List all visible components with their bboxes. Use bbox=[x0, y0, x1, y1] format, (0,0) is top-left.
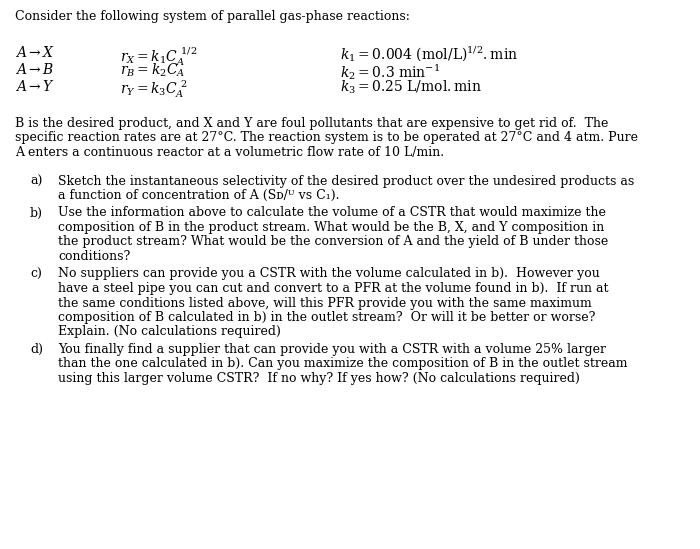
Text: c): c) bbox=[30, 267, 42, 281]
Text: specific reaction rates are at 27°C. The reaction system is to be operated at 27: specific reaction rates are at 27°C. The… bbox=[15, 132, 638, 144]
Text: composition of B calculated in b) in the outlet stream?  Or will it be better or: composition of B calculated in b) in the… bbox=[58, 311, 596, 324]
Text: $k_3 = 0.25\ \mathrm{L/mol.min}$: $k_3 = 0.25\ \mathrm{L/mol.min}$ bbox=[340, 79, 482, 97]
Text: d): d) bbox=[30, 343, 43, 356]
Text: Sketch the instantaneous selectivity of the desired product over the undesired p: Sketch the instantaneous selectivity of … bbox=[58, 175, 634, 188]
Text: B is the desired product, and X and Y are foul pollutants that are expensive to : B is the desired product, and X and Y ar… bbox=[15, 117, 608, 130]
Text: A enters a continuous reactor at a volumetric flow rate of 10 L/min.: A enters a continuous reactor at a volum… bbox=[15, 146, 444, 159]
Text: Use the information above to calculate the volume of a CSTR that would maximize : Use the information above to calculate t… bbox=[58, 206, 606, 220]
Text: using this larger volume CSTR?  If no why? If yes how? (No calculations required: using this larger volume CSTR? If no why… bbox=[58, 372, 580, 385]
Text: $A \rightarrow B$: $A \rightarrow B$ bbox=[15, 62, 55, 77]
Text: a function of concentration of A (Sᴅ/ᵁ vs C₁).: a function of concentration of A (Sᴅ/ᵁ v… bbox=[58, 189, 340, 202]
Text: Explain. (No calculations required): Explain. (No calculations required) bbox=[58, 326, 281, 339]
Text: $r_Y = k_3C_A^{\ 2}$: $r_Y = k_3C_A^{\ 2}$ bbox=[120, 79, 188, 100]
Text: $A \rightarrow Y$: $A \rightarrow Y$ bbox=[15, 79, 55, 94]
Text: Consider the following system of parallel gas-phase reactions:: Consider the following system of paralle… bbox=[15, 10, 410, 23]
Text: have a steel pipe you can cut and convert to a PFR at the volume found in b).  I: have a steel pipe you can cut and conver… bbox=[58, 282, 608, 295]
Text: You finally find a supplier that can provide you with a CSTR with a volume 25% l: You finally find a supplier that can pro… bbox=[58, 343, 606, 356]
Text: $A \rightarrow X$: $A \rightarrow X$ bbox=[15, 45, 55, 60]
Text: a): a) bbox=[30, 175, 43, 188]
Text: composition of B in the product stream. What would be the B, X, and Y compositio: composition of B in the product stream. … bbox=[58, 221, 604, 234]
Text: the same conditions listed above, will this PFR provide you with the same maximu: the same conditions listed above, will t… bbox=[58, 296, 592, 310]
Text: $r_B = k_2C_A$: $r_B = k_2C_A$ bbox=[120, 62, 186, 80]
Text: $k_1 = 0.004\ \mathrm{(mol/L)^{1/2}.min}$: $k_1 = 0.004\ \mathrm{(mol/L)^{1/2}.min}… bbox=[340, 45, 518, 64]
Text: b): b) bbox=[30, 206, 43, 220]
Text: the product stream? What would be the conversion of A and the yield of B under t: the product stream? What would be the co… bbox=[58, 236, 608, 249]
Text: $k_2 = 0.3\ \mathrm{min^{-1}}$: $k_2 = 0.3\ \mathrm{min^{-1}}$ bbox=[340, 62, 440, 82]
Text: No suppliers can provide you a CSTR with the volume calculated in b).  However y: No suppliers can provide you a CSTR with… bbox=[58, 267, 600, 281]
Text: conditions?: conditions? bbox=[58, 250, 130, 263]
Text: than the one calculated in b). Can you maximize the composition of B in the outl: than the one calculated in b). Can you m… bbox=[58, 357, 627, 371]
Text: $r_X = k_1C_A^{\ 1/2}$: $r_X = k_1C_A^{\ 1/2}$ bbox=[120, 45, 197, 68]
